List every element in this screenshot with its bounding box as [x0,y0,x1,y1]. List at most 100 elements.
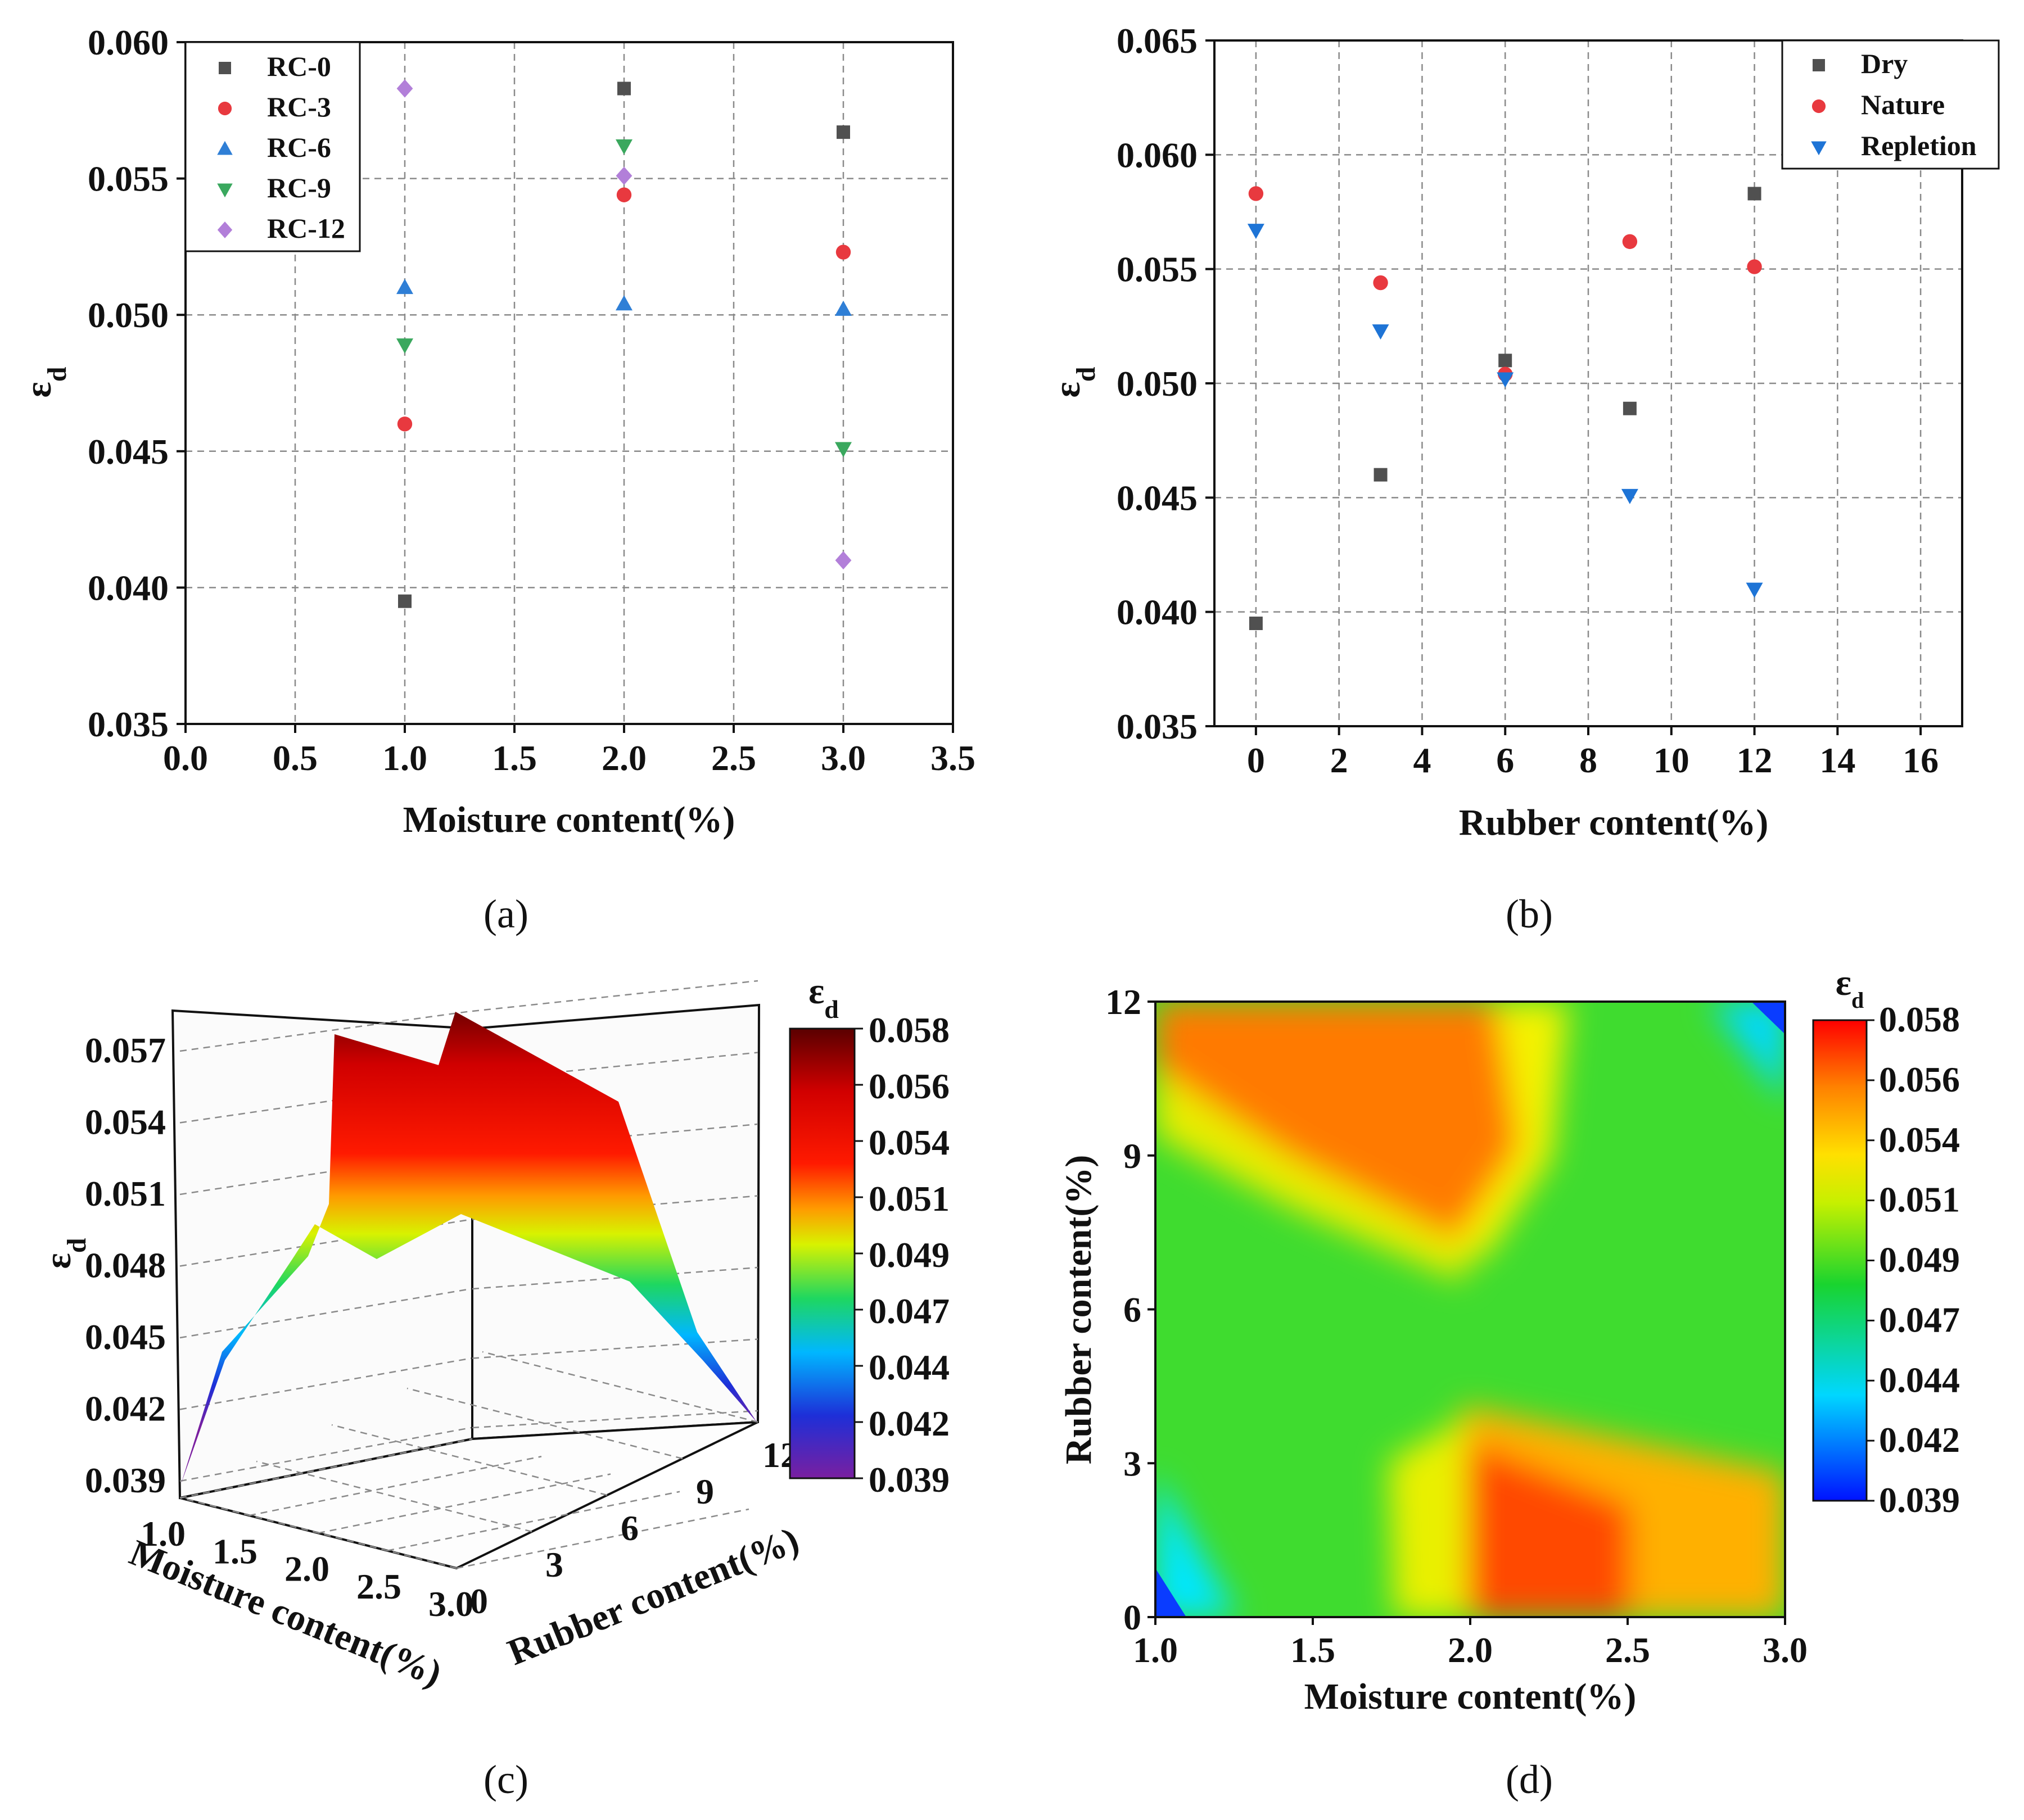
x-tick-label: 1.0 [382,738,427,778]
grid-line-floor-y [482,1351,758,1423]
x-tick-label: 12 [1737,740,1773,780]
point-rc-12 [396,79,413,98]
x-tick-label: 3.0 [1763,1630,1808,1670]
panel-d-heatmap: 1.0 1.5 2.0 2.5 3.0 0 3 6 9 12 Moisture content(%… [1058,962,1960,1802]
point-dry [1498,354,1512,368]
x-tick-label: 0.5 [273,738,318,778]
panel-a-legend-box [184,41,361,252]
panel-a-xlabel: Moisture content(%) [403,799,735,840]
grid-line-floor-x [387,1491,680,1551]
panel-b-legend: Dry Nature Repletion [1781,39,2000,170]
panel-d-heat-region-red [1462,1439,1630,1617]
panel-d-heat-region-cyan-tr [1709,1002,1785,1102]
panel-c-zlabel: εd [38,1238,92,1269]
legend-marker-rc-9 [217,183,233,198]
x-tick-label: 2.0 [602,738,647,778]
x-tick-label: 0 [1247,740,1265,780]
x-tick-label: 1.0 [1133,1630,1178,1670]
point-rc-12 [616,166,632,185]
colorbar-tick-label: 0.044 [869,1347,950,1387]
panel-b-scatter-rubber: 0 2 4 6 8 10 12 14 16 0.035 0.040 0.045 0.050 0.055 0.… [1047,21,2000,936]
grid-line-z-left [179,1288,472,1339]
colorbar-tick-label: 0.042 [1879,1420,1960,1460]
panel-c-colorbar-ticks: 0.039 0.042 0.044 0.047 0.049 0.051 0.054 0.056… [855,1010,950,1500]
panel-b-ticks: 0 2 4 6 8 10 12 14 16 0.035 0.040 0.045 0.050 0.055 0.… [1117,21,1939,780]
y-tick-label: 3 [545,1545,563,1584]
y-tick-label: 9 [696,1472,714,1511]
z-tick-label: 0.039 [85,1460,166,1500]
grid-line-floor-y [256,1460,532,1533]
legend-marker-nature [1811,99,1826,114]
y-tick-label: 0.045 [88,432,169,472]
x-tick-label: 3.0 [428,1584,473,1624]
panel-a-ylabel: εd [18,366,72,397]
point-nature [1248,186,1264,201]
y-tick-label: 12 [1105,982,1141,1022]
grid-line-floor-y [406,1387,683,1460]
colorbar-tick-label: 0.047 [869,1291,950,1331]
colorbar-tick-label: 0.044 [1879,1360,1960,1400]
grid-line-z-right [472,980,758,1012]
grid-line-floor-x [456,1508,749,1569]
legend-label-rc-3: RC-3 [267,91,331,123]
panel-c-zlabel-sub: d [62,1238,92,1253]
colorbar-tick-label: 0.058 [869,1010,950,1050]
panel-a-grid [186,42,953,724]
panel-a-markers [396,79,852,608]
panel-d-heat-region-yellow-band [1155,1068,1473,1282]
point-rc-6 [616,295,632,311]
y-tick-label: 0.050 [1117,364,1198,404]
point-rc-3 [835,245,851,260]
point-rc-12 [835,551,852,570]
grid-line-z-right [472,1338,758,1359]
point-dry [1249,617,1263,630]
point-rc-0 [398,594,412,608]
panel-b-caption: (b) [1506,891,1553,936]
legend-label-rc-0: RC-0 [267,51,331,82]
colorbar-tick-label: 0.058 [1879,999,1960,1039]
panel-d-colorbar-title-main: ε [1836,962,1851,1003]
grid-line-z-left [179,1219,472,1267]
panel-a-legend: RC-0 RC-3 RC-6 RC-9 RC-12 [184,41,361,252]
x-tick-label: 1.5 [213,1531,257,1571]
legend-label-dry: Dry [1861,48,1908,79]
panel-c-colorbar-title-main: ε [808,971,824,1012]
colorbar-tick-label: 0.051 [1879,1180,1960,1220]
point-repletion [1372,324,1389,340]
x-tick-label: 2.5 [1605,1630,1650,1670]
y-tick-label: 6 [621,1508,639,1548]
panel-b-ylabel-sub: d [1071,366,1101,382]
grid-line-z-right [472,1410,758,1429]
grid-line-floor-x [318,1473,611,1534]
colorbar-tick-label: 0.039 [1879,1480,1960,1520]
y-tick-label: 0.055 [1117,250,1198,289]
x-tick-label: 3.5 [930,738,975,778]
x-tick-label: 3.0 [821,738,866,778]
panel-b-grid [1214,40,1962,726]
point-nature [1373,275,1388,291]
panel-d-heat-corner-blue-bl [1155,1568,1186,1617]
panel-c-caption: (c) [484,1757,528,1802]
y-tick-label: 9 [1123,1136,1141,1176]
panel-a-caption: (a) [484,891,528,936]
panel-d-heat-region-yellow-top [1451,1002,1569,1259]
panel-a-ylabel-sub: d [42,366,72,382]
panel-a-plot-frame [184,41,954,725]
y-tick-label: 0.055 [88,159,169,199]
grid-line-z-left [179,1427,472,1482]
panel-d-colorbar [1812,1019,1868,1502]
legend-marker-rc-0 [219,62,231,74]
legend-marker-repletion [1811,141,1827,156]
colorbar-tick-label: 0.054 [1879,1120,1960,1160]
x-tick-label: 2.0 [1448,1630,1493,1670]
y-tick-label: 0.060 [1117,135,1198,175]
legend-marker-rc-6 [217,141,233,155]
legend-label-nature: Nature [1861,89,1945,120]
panel-c-colorbar [789,1027,856,1479]
point-repletion [1621,488,1638,504]
x-tick-label: 4 [1413,740,1431,780]
panel-d-colorbar-title: εd [1836,962,1864,1013]
colorbar-tick-label: 0.056 [1879,1060,1960,1099]
colorbar-tick-label: 0.042 [869,1404,950,1443]
point-rc-0 [617,82,631,96]
